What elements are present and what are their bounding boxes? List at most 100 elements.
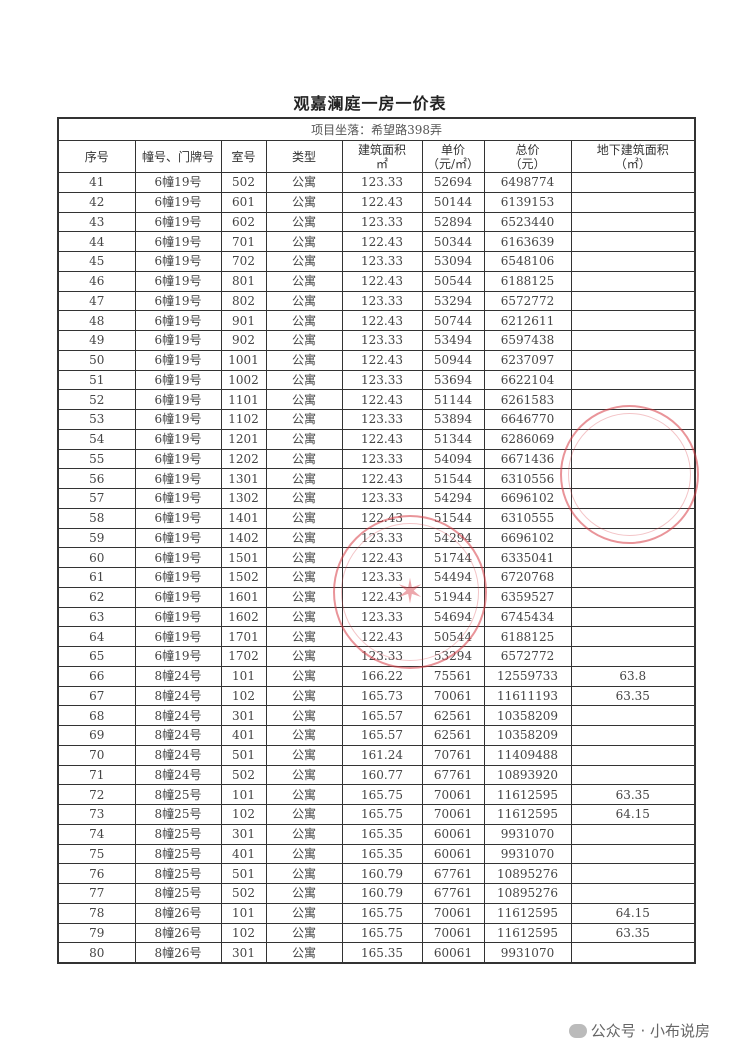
- cell-type: 公寓: [265, 409, 343, 430]
- cell-seq: 41: [57, 172, 136, 193]
- table-row: 63 6幢19号 1602 公寓 123.33 54694 6745434: [57, 606, 696, 628]
- table-row: 62 6幢19号 1601 公寓 122.43 51944 6359527: [57, 586, 696, 608]
- cell-room: 1101: [220, 389, 267, 410]
- table-row: 79 8幢26号 102 公寓 165.75 70061 11612595 63.35: [57, 922, 696, 944]
- table-row: 41 6幢19号 502 公寓 123.33 52694 6498774: [57, 172, 696, 193]
- cell-type: 公寓: [265, 586, 343, 608]
- cell-type: 公寓: [265, 843, 343, 865]
- cell-seq: 49: [57, 330, 136, 351]
- cell-underground-area: [570, 428, 696, 450]
- cell-type: 公寓: [265, 507, 343, 529]
- table-row: 74 8幢25号 301 公寓 165.35 60061 9931070: [57, 823, 696, 845]
- cell-total-price: 6696102: [483, 488, 572, 509]
- cell-room: 1102: [220, 409, 267, 430]
- cell-seq: 55: [57, 448, 136, 470]
- cell-building: 6幢19号: [134, 389, 222, 410]
- cell-unit-price: 67761: [421, 764, 485, 786]
- cell-seq: 73: [57, 804, 136, 825]
- cell-type: 公寓: [265, 547, 343, 568]
- cell-area: 123.33: [341, 409, 423, 430]
- column-header-total-price: 总价 （元）: [483, 140, 572, 173]
- cell-room: 902: [220, 330, 267, 351]
- cell-total-price: 6188125: [483, 626, 572, 647]
- cell-area: 123.33: [341, 646, 423, 667]
- cell-area: 122.43: [341, 626, 423, 647]
- cell-total-price: 6696102: [483, 527, 572, 549]
- cell-underground-area: [570, 310, 696, 331]
- cell-seq: 58: [57, 507, 136, 529]
- cell-building: 8幢25号: [134, 823, 222, 845]
- cell-underground-area: 63.35: [570, 922, 696, 944]
- cell-total-price: 11612595: [483, 902, 572, 924]
- cell-room: 101: [220, 665, 267, 687]
- cell-underground-area: [570, 547, 696, 568]
- cell-area: 123.33: [341, 606, 423, 628]
- cell-room: 102: [220, 804, 267, 825]
- cell-building: 8幢24号: [134, 705, 222, 726]
- cell-seq: 57: [57, 488, 136, 509]
- cell-total-price: 6163639: [483, 231, 572, 252]
- cell-area: 165.35: [341, 843, 423, 865]
- cell-underground-area: [570, 646, 696, 667]
- cell-building: 6幢19号: [134, 586, 222, 608]
- cell-seq: 66: [57, 665, 136, 687]
- cell-area: 122.43: [341, 231, 423, 252]
- cell-type: 公寓: [265, 448, 343, 470]
- cell-type: 公寓: [265, 606, 343, 628]
- cell-total-price: 12559733: [483, 665, 572, 687]
- cell-seq: 62: [57, 586, 136, 608]
- cell-building: 8幢25号: [134, 863, 222, 884]
- cell-building: 6幢19号: [134, 409, 222, 430]
- cell-room: 1502: [220, 567, 267, 588]
- cell-seq: 63: [57, 606, 136, 628]
- cell-type: 公寓: [265, 883, 343, 904]
- table-row: 42 6幢19号 601 公寓 122.43 50144 6139153: [57, 191, 696, 213]
- cell-seq: 44: [57, 231, 136, 252]
- cell-area: 160.79: [341, 883, 423, 904]
- cell-underground-area: [570, 409, 696, 430]
- cell-underground-area: [570, 606, 696, 628]
- table-row: 78 8幢26号 101 公寓 165.75 70061 11612595 64.15: [57, 902, 696, 924]
- cell-area: 122.43: [341, 349, 423, 371]
- table-row: 57 6幢19号 1302 公寓 123.33 54294 6696102: [57, 488, 696, 509]
- cell-type: 公寓: [265, 725, 343, 746]
- cell-underground-area: [570, 744, 696, 766]
- cell-building: 6幢19号: [134, 468, 222, 489]
- table-row: 76 8幢25号 501 公寓 160.79 67761 10895276: [57, 863, 696, 884]
- cell-type: 公寓: [265, 488, 343, 509]
- cell-type: 公寓: [265, 646, 343, 667]
- table-row: 50 6幢19号 1001 公寓 122.43 50944 6237097: [57, 349, 696, 371]
- cell-seq: 65: [57, 646, 136, 667]
- cell-total-price: 6572772: [483, 290, 572, 312]
- cell-room: 602: [220, 211, 267, 233]
- cell-area: 123.33: [341, 290, 423, 312]
- cell-area: 123.33: [341, 251, 423, 272]
- cell-underground-area: [570, 488, 696, 509]
- cell-total-price: 6310556: [483, 468, 572, 489]
- cell-unit-price: 62561: [421, 725, 485, 746]
- cell-seq: 45: [57, 251, 136, 272]
- cell-area: 165.75: [341, 922, 423, 944]
- cell-underground-area: [570, 270, 696, 292]
- cell-total-price: 6188125: [483, 270, 572, 292]
- cell-room: 101: [220, 902, 267, 924]
- cell-seq: 74: [57, 823, 136, 845]
- cell-building: 8幢24号: [134, 725, 222, 746]
- table-row: 61 6幢19号 1502 公寓 123.33 54494 6720768: [57, 567, 696, 588]
- cell-building: 6幢19号: [134, 567, 222, 588]
- cell-underground-area: [570, 330, 696, 351]
- table-row: 53 6幢19号 1102 公寓 123.33 53894 6646770: [57, 409, 696, 430]
- cell-area: 123.33: [341, 172, 423, 193]
- cell-unit-price: 54294: [421, 527, 485, 549]
- cell-area: 122.43: [341, 586, 423, 608]
- cell-type: 公寓: [265, 626, 343, 647]
- cell-type: 公寓: [265, 369, 343, 391]
- cell-area: 165.75: [341, 902, 423, 924]
- table-row: 49 6幢19号 902 公寓 123.33 53494 6597438: [57, 330, 696, 351]
- cell-total-price: 6622104: [483, 369, 572, 391]
- cell-area: 123.33: [341, 330, 423, 351]
- cell-unit-price: 53294: [421, 646, 485, 667]
- cell-total-price: 10893920: [483, 764, 572, 786]
- cell-seq: 53: [57, 409, 136, 430]
- cell-type: 公寓: [265, 744, 343, 766]
